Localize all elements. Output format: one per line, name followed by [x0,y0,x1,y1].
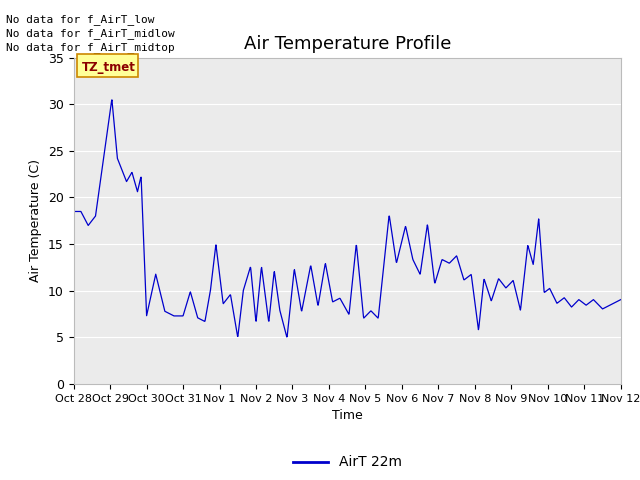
Text: No data for f_AirT_midlow: No data for f_AirT_midlow [6,28,175,39]
Y-axis label: Air Temperature (C): Air Temperature (C) [29,159,42,282]
Text: No data for f_AirT_low: No data for f_AirT_low [6,13,155,24]
Title: Air Temperature Profile: Air Temperature Profile [243,35,451,53]
Text: TZ_tmet: TZ_tmet [82,61,136,74]
X-axis label: Time: Time [332,409,363,422]
Legend: AirT 22m: AirT 22m [287,450,407,475]
Text: No data for f_AirT_midtop: No data for f_AirT_midtop [6,42,175,53]
